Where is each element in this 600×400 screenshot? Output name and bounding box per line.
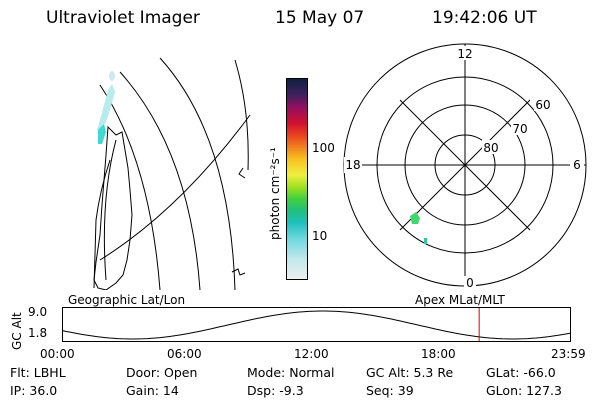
info-ip: IP: 36.0 [10, 383, 58, 398]
xtick-1800: 18:00 [421, 347, 456, 361]
colorbar-tick-10: 10 [312, 229, 328, 243]
colorbar [286, 78, 308, 280]
info-glat: GLat: -66.0 [486, 365, 556, 380]
app-title: Ultraviolet Imager [46, 8, 200, 28]
mlt-label-12: 12 [457, 47, 472, 61]
apex-label: Apex MLat/MLT [415, 293, 505, 307]
mlat-label-80: 80 [483, 141, 498, 155]
lon-line-2 [119, 71, 201, 290]
xtick-0600: 06:00 [167, 347, 202, 361]
coastline [93, 125, 133, 290]
info-flt: Flt: LBHL [10, 365, 66, 380]
polar-plot: 12 18 6 0 60 70 80 [343, 43, 587, 290]
xtick-2359: 23:59 [551, 347, 586, 361]
altitude-ytick-top: 9.0 [28, 305, 48, 319]
info-gcalt: GC Alt: 5.3 Re [366, 365, 454, 380]
colorbar-unit-label: photon cm⁻²s⁻¹ [268, 147, 282, 240]
info-dsp: Dsp: -9.3 [247, 383, 304, 398]
altitude-plot [62, 307, 571, 342]
lat-line [99, 114, 251, 261]
info-gain: Gain: 14 [126, 383, 179, 398]
altitude-curve [62, 310, 571, 340]
info-mode: Mode: Normal [247, 365, 335, 380]
altitude-ylabel: GC Alt [10, 312, 24, 350]
geographic-panel [93, 57, 251, 290]
mlat-label-70: 70 [512, 122, 527, 136]
mlt-label-6: 6 [573, 158, 581, 172]
info-door: Door: Open [126, 365, 198, 380]
mlt-label-0: 0 [466, 276, 474, 290]
colorbar-tick-100: 100 [312, 141, 335, 155]
xtick-1200: 12:00 [294, 347, 329, 361]
lon-line-3 [234, 59, 249, 171]
aurora-emission [97, 71, 115, 144]
polar-aurora [410, 212, 427, 244]
date-label: 15 May 07 [275, 8, 365, 28]
mlt-label-18: 18 [345, 158, 360, 172]
geographic-label: Geographic Lat/Lon [68, 293, 186, 307]
info-seq: Seq: 39 [366, 383, 414, 398]
altitude-ytick-bottom: 1.8 [28, 326, 48, 340]
info-glon: GLon: 127.3 [486, 383, 562, 398]
xtick-0000: 00:00 [40, 347, 75, 361]
time-label: 19:42:06 UT [432, 8, 537, 28]
mlat-label-60: 60 [535, 98, 550, 112]
lon-line-1 [159, 57, 236, 290]
